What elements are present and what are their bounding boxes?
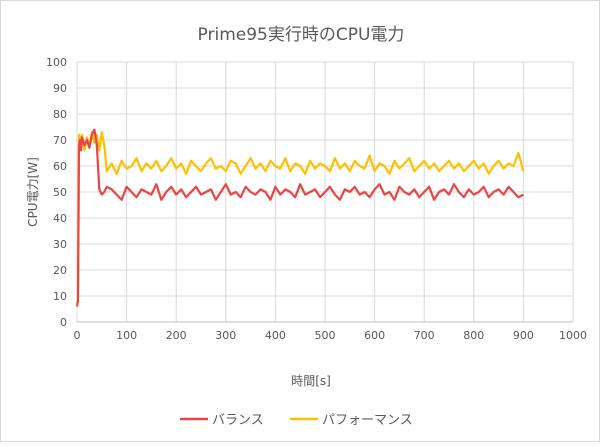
x-tick-label: 700 — [414, 329, 435, 342]
x-axis-label: 時間[s] — [291, 374, 331, 388]
legend: バランス パフォーマンス — [180, 413, 413, 428]
y-tick-label: 30 — [53, 238, 67, 251]
series-line-balance — [75, 128, 524, 307]
y-tick-label: 40 — [53, 212, 67, 225]
legend-label-balance: バランス — [212, 413, 264, 428]
y-tick-label: 90 — [53, 82, 67, 95]
chart-title: Prime95実行時のCPU電力 — [198, 25, 405, 45]
x-tick-label: 100 — [116, 329, 137, 342]
x-tick-label: 1000 — [559, 329, 587, 342]
x-tick-label: 500 — [315, 329, 336, 342]
y-tick-label: 100 — [46, 56, 67, 69]
y-axis-label: CPU電力[W] — [26, 157, 40, 227]
x-tick-label: 200 — [166, 329, 187, 342]
series-line-performance — [75, 131, 525, 305]
legend-label-performance: パフォーマンス — [322, 413, 413, 428]
y-tick-label: 0 — [60, 316, 67, 329]
y-tick-label: 60 — [53, 160, 67, 173]
y-tick-label: 20 — [53, 264, 67, 277]
y-tick-label: 80 — [53, 108, 67, 121]
y-tick-label: 10 — [53, 290, 67, 303]
y-tick-label: 70 — [53, 134, 67, 147]
x-tick-label: 600 — [364, 329, 385, 342]
x-tick-label: 300 — [215, 329, 236, 342]
x-tick-label: 800 — [463, 329, 484, 342]
x-tick-label: 0 — [74, 329, 81, 342]
x-tick-label: 400 — [265, 329, 286, 342]
y-tick-label: 50 — [53, 186, 67, 199]
x-tick-label: 900 — [513, 329, 534, 342]
